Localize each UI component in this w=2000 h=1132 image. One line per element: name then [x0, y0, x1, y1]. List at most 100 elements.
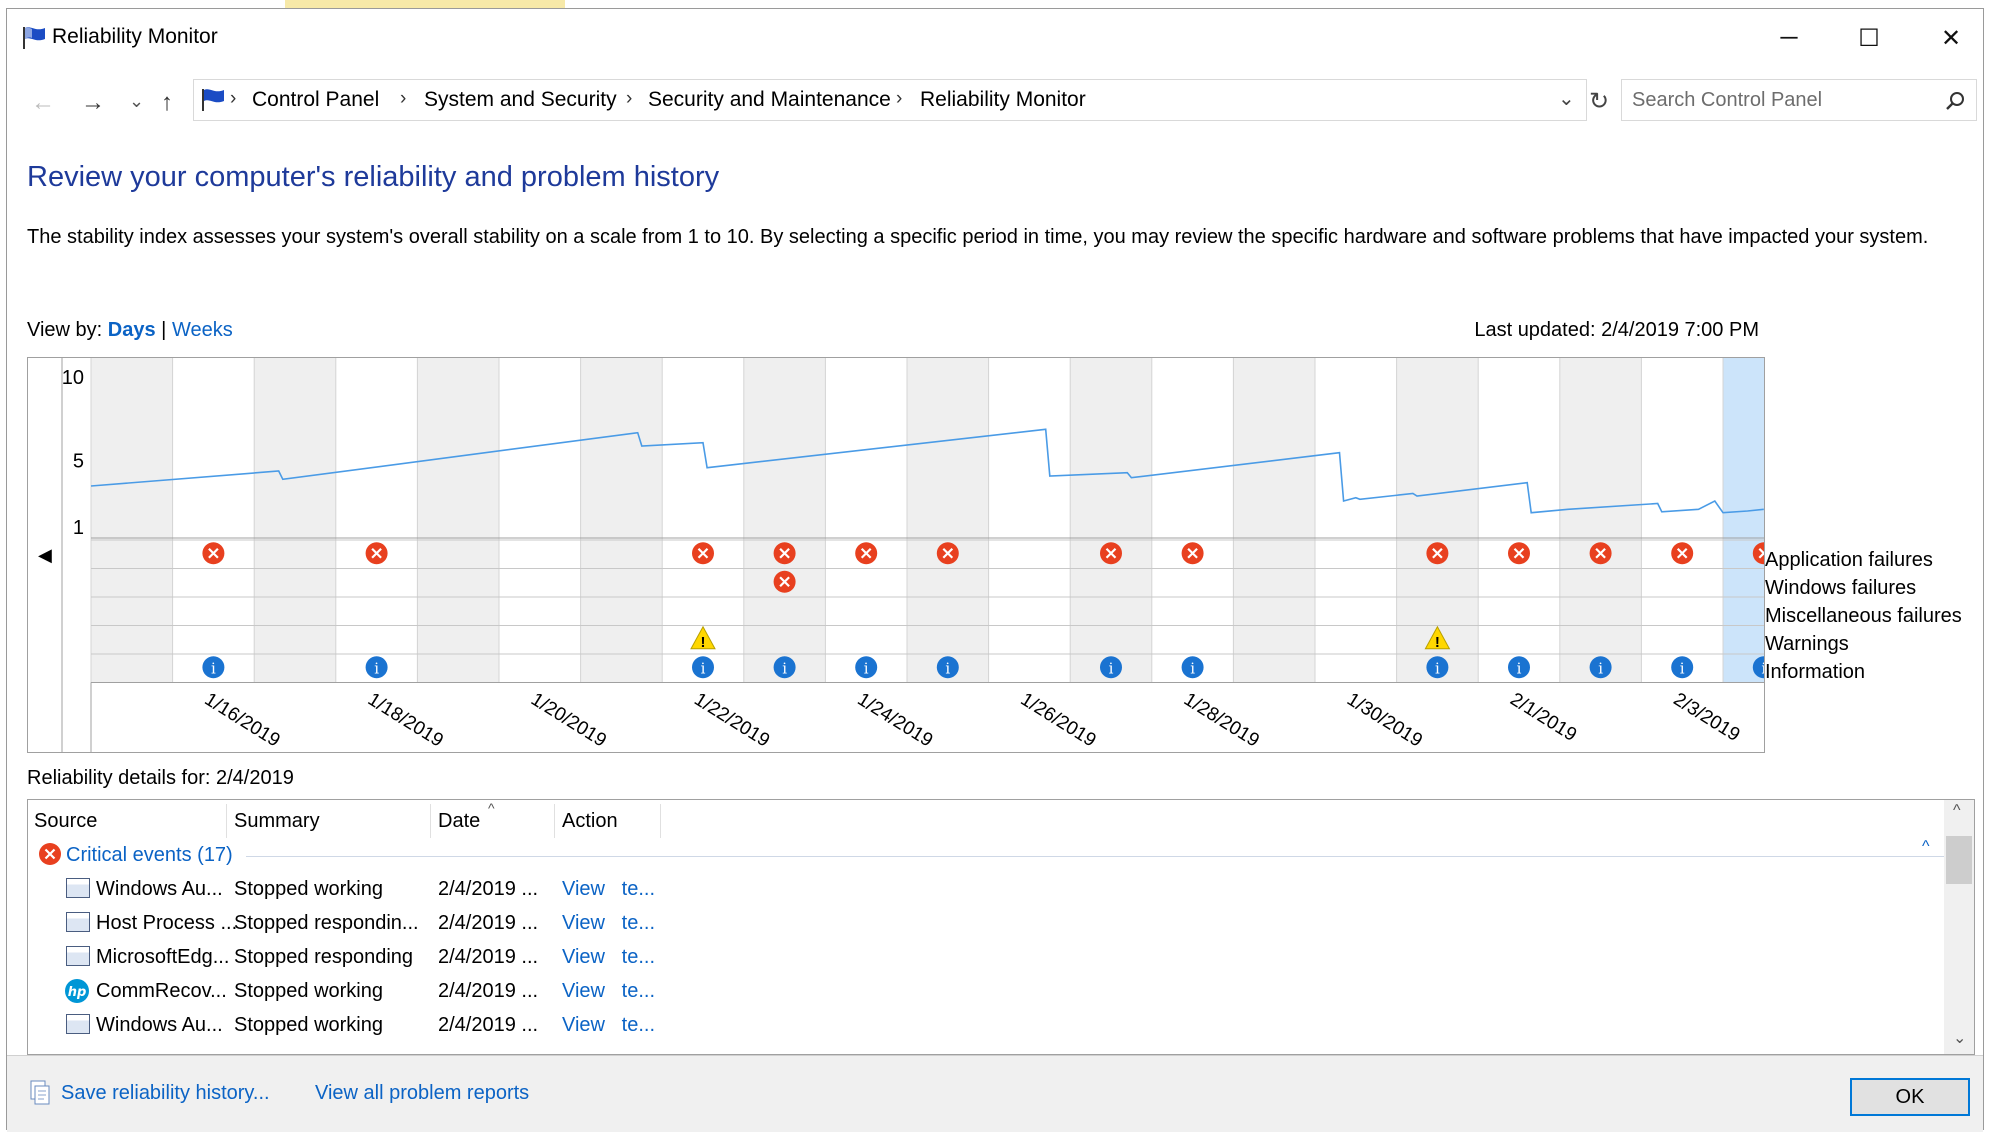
breadcrumb-reliability-monitor[interactable]: Reliability Monitor [920, 88, 1086, 111]
row-date: 2/4/2019 ... [438, 1014, 539, 1036]
row-date: 2/4/2019 ... [438, 912, 539, 934]
view-weeks-link[interactable]: Weeks [171, 319, 233, 341]
y-tick-label: 5 [73, 450, 84, 472]
table-row[interactable]: Windows Au... Stopped working 2/4/2019 .… [28, 1008, 1928, 1042]
error-icon-cross [779, 547, 790, 559]
view-by-label: View by: [27, 319, 103, 341]
table-row[interactable]: Host Process ... Stopped respondin... 2/… [28, 906, 1928, 940]
view-all-problem-reports-link[interactable]: View all problem reports [315, 1082, 530, 1104]
info-icon-glyph: i [1109, 659, 1114, 677]
day-column[interactable] [1559, 358, 1642, 683]
view-days-link[interactable]: Days [107, 319, 156, 341]
day-column[interactable] [335, 358, 418, 683]
search-input[interactable]: Search Control Panel [1632, 89, 1823, 111]
vertical-scrollbar[interactable]: ^ ⌄ [1944, 800, 1974, 1054]
day-column[interactable] [1641, 358, 1723, 683]
breadcrumb-separator: › [400, 88, 407, 109]
stability-chart-svg: ◀▶1051!!iiiiiiiiiiiii1/16/20191/18/20191… [38, 358, 1764, 752]
column-header-action[interactable]: Action [562, 810, 618, 832]
column-header-source[interactable]: Source [34, 810, 98, 832]
refresh-icon[interactable]: ↻ [1589, 88, 1610, 115]
breadcrumb-control-panel[interactable]: Control Panel [252, 88, 380, 111]
day-column[interactable] [417, 358, 499, 683]
info-icon-glyph: i [1598, 659, 1603, 677]
day-column[interactable] [743, 358, 826, 683]
chart-prev-arrow-icon[interactable]: ◀ [38, 545, 52, 565]
error-icon-cross [1758, 547, 1764, 559]
row-date: 2/4/2019 ... [438, 946, 539, 968]
hp-logo-icon: hp [65, 979, 89, 1003]
search-box[interactable]: Search Control Panel [1621, 79, 1977, 121]
footer-bar: Save reliability history... View all pro… [7, 1055, 1983, 1132]
day-column[interactable] [825, 358, 907, 683]
day-column[interactable] [1478, 358, 1560, 683]
stability-index-line [90, 428, 1764, 514]
table-row[interactable]: MicrosoftEdg... Stopped responding 2/4/2… [28, 940, 1928, 974]
row-date: 2/4/2019 ... [438, 878, 539, 900]
column-header-summary[interactable]: Summary [234, 810, 320, 832]
up-arrow-icon[interactable]: ↑ [161, 89, 173, 116]
forward-arrow-icon[interactable]: → [81, 89, 105, 116]
info-icon [365, 656, 388, 679]
save-document-icon [30, 1080, 50, 1105]
ok-button[interactable]: OK [1850, 1078, 1970, 1116]
row-summary: Stopped working [234, 878, 383, 900]
view-technical-details-link[interactable]: View te... [562, 1014, 656, 1036]
y-tick-label: 10 [62, 367, 84, 389]
collapse-group-icon[interactable]: ^ [1922, 838, 1930, 855]
close-button[interactable]: ✕ [1911, 9, 1991, 67]
save-reliability-history-link[interactable]: Save reliability history... [61, 1082, 270, 1104]
table-row[interactable]: hp CommRecov... Stopped working 2/4/2019… [28, 974, 1928, 1008]
day-column[interactable] [580, 358, 663, 683]
x-tick-label: 2/1/2019 [1506, 689, 1580, 746]
search-icon[interactable] [1944, 90, 1966, 112]
view-technical-details-link[interactable]: View te... [562, 980, 656, 1002]
page-title: Review your computer's reliability and p… [27, 161, 720, 193]
info-icon [1426, 656, 1449, 679]
app-window-icon [66, 878, 90, 898]
row-summary: Stopped working [234, 980, 383, 1002]
scroll-down-icon[interactable]: ⌄ [1953, 1030, 1967, 1047]
day-column[interactable] [907, 358, 989, 683]
view-technical-details-link[interactable]: View te... [562, 946, 656, 968]
breadcrumb-security-and-maintenance[interactable]: Security and Maintenance [648, 88, 891, 111]
scrollbar-thumb[interactable] [1946, 836, 1972, 884]
info-icon-glyph: i [1517, 659, 1522, 677]
view-technical-details-link[interactable]: View te... [562, 878, 656, 900]
day-column[interactable] [1151, 358, 1234, 683]
day-column[interactable] [254, 358, 336, 683]
table-row[interactable]: Windows Au... Stopped working 2/4/2019 .… [28, 872, 1928, 906]
scroll-up-icon[interactable]: ^ [1953, 802, 1961, 819]
back-arrow-icon[interactable]: ← [31, 89, 55, 116]
day-column[interactable] [91, 358, 173, 683]
maximize-button[interactable]: ☐ [1829, 9, 1909, 67]
day-column[interactable] [1723, 358, 1764, 683]
row-source: Windows Au... [96, 878, 223, 900]
view-technical-details-link[interactable]: View te... [562, 912, 656, 934]
address-bar[interactable]: › Control Panel › System and Security › … [193, 79, 1587, 121]
breadcrumb-system-and-security[interactable]: System and Security [424, 88, 617, 111]
app-window-icon [66, 1014, 90, 1034]
recent-locations-chevron-icon[interactable]: ⌄ [129, 91, 145, 111]
day-column[interactable] [1070, 358, 1152, 683]
row-summary: Stopped working [234, 1014, 383, 1036]
day-column[interactable] [499, 358, 581, 683]
svg-text:hp: hp [68, 985, 87, 1000]
day-column[interactable] [172, 358, 255, 683]
legend-application-failures: Application failures [1765, 549, 1933, 571]
info-icon-glyph: i [1435, 659, 1440, 677]
day-column[interactable] [1233, 358, 1315, 683]
address-dropdown-icon[interactable]: ⌄ [1558, 88, 1575, 110]
info-icon [1508, 656, 1530, 679]
day-column[interactable] [988, 358, 1071, 683]
group-title: Critical events (17) [66, 844, 233, 866]
error-icon [1752, 542, 1764, 565]
minimize-button[interactable]: ─ [1749, 9, 1829, 67]
day-column[interactable] [1315, 358, 1397, 683]
background-tab-strip [285, 0, 565, 8]
warning-icon [1424, 625, 1451, 650]
info-icon [1671, 656, 1694, 679]
column-header-date[interactable]: Date [438, 810, 481, 832]
info-icon [1752, 656, 1764, 679]
group-header-critical-events[interactable]: Critical events (17) ^ [28, 838, 1946, 872]
